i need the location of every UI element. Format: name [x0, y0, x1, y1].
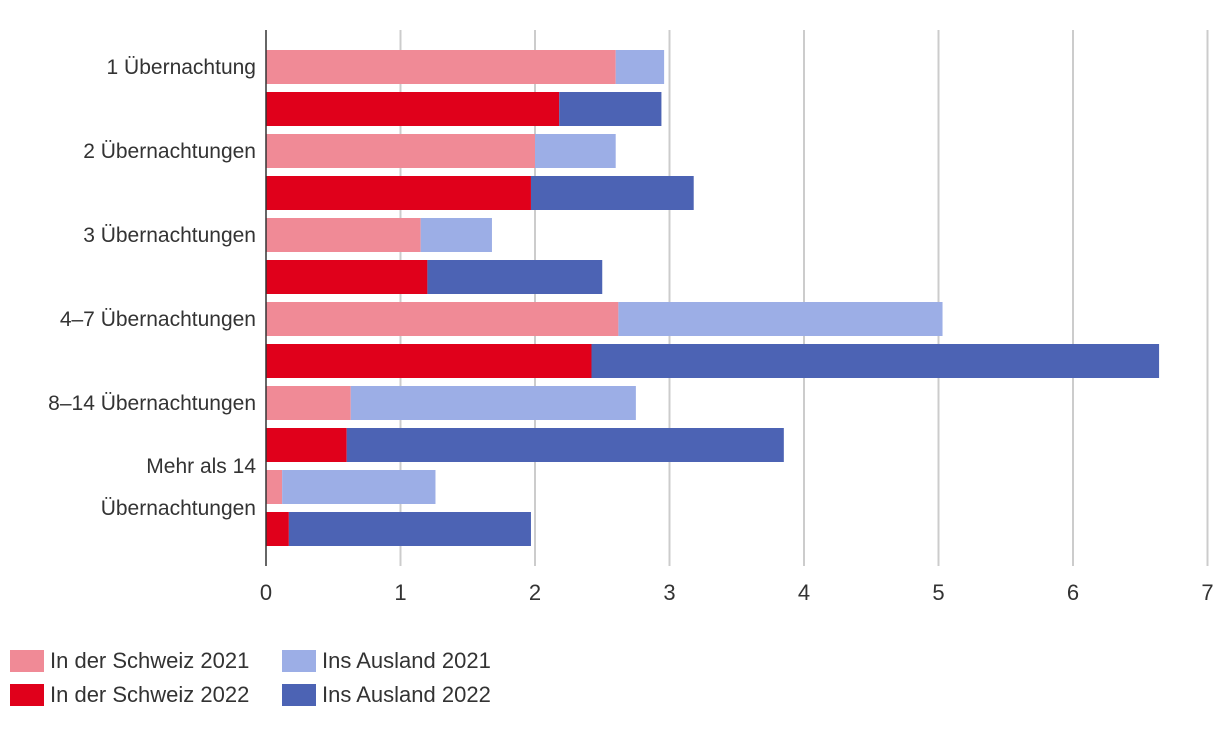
legend-label-schweiz-2021: In der Schweiz 2021 — [50, 648, 250, 673]
x-tick-label-5: 5 — [932, 580, 944, 605]
bar-cat4-2021-schweiz — [266, 302, 619, 336]
legend-swatch-schweiz-2021 — [10, 650, 44, 672]
bars — [266, 50, 1160, 546]
x-tick-label-6: 6 — [1067, 580, 1079, 605]
bar-cat3-2021-schweiz — [266, 218, 421, 252]
category-labels: 1 Übernachtung 2 Übernachtungen 3 Übernach… — [48, 56, 256, 520]
legend-swatch-ausland-2021 — [282, 650, 316, 672]
x-tick-label-7: 7 — [1201, 580, 1213, 605]
bar-cat4-2022-ausland — [591, 344, 1160, 378]
x-tick-label-1: 1 — [394, 580, 406, 605]
legend-swatch-ausland-2022 — [282, 684, 316, 706]
category-label-6-line2: Übernachtungen — [101, 497, 256, 520]
x-tick-label-2: 2 — [529, 580, 541, 605]
legend-item-ausland-2022: Ins Ausland 2022 — [282, 682, 542, 708]
category-label-5: 8–14 Übernachtungen — [48, 392, 256, 415]
bar-cat6-2022-ausland — [288, 512, 531, 546]
x-tick-label-4: 4 — [798, 580, 810, 605]
bar-cat5-2022-schweiz — [266, 428, 347, 462]
legend-item-ausland-2021: Ins Ausland 2021 — [282, 648, 542, 674]
bar-cat6-2021-schweiz — [266, 470, 283, 504]
bar-cat2-2022-ausland — [530, 176, 694, 210]
bar-cat5-2021-ausland — [350, 386, 636, 420]
legend-label-ausland-2022: Ins Ausland 2022 — [322, 682, 491, 707]
legend-label-ausland-2021: Ins Ausland 2021 — [322, 648, 491, 673]
bar-cat5-2022-ausland — [346, 428, 784, 462]
x-axis-tick-labels: 0 1 2 3 4 5 6 7 — [260, 580, 1214, 605]
bar-cat1-2022-ausland — [559, 92, 662, 126]
bar-cat3-2022-ausland — [427, 260, 603, 294]
bar-cat3-2021-ausland — [420, 218, 492, 252]
category-label-4: 4–7 Übernachtungen — [60, 308, 256, 331]
x-tick-label-0: 0 — [260, 580, 272, 605]
bar-cat3-2022-schweiz — [266, 260, 428, 294]
legend-swatch-schweiz-2022 — [10, 684, 44, 706]
bar-cat6-2021-ausland — [282, 470, 436, 504]
bar-cat4-2022-schweiz — [266, 344, 592, 378]
stacked-bar-chart: 1 Übernachtung 2 Übernachtungen 3 Übernach… — [48, 30, 1214, 605]
bar-cat2-2021-ausland — [535, 134, 616, 168]
category-label-1: 1 Übernachtung — [107, 56, 256, 79]
legend: In der Schweiz 2021 Ins Ausland 2021 In … — [10, 648, 542, 708]
bar-cat4-2021-ausland — [618, 302, 943, 336]
bar-cat1-2021-schweiz — [266, 50, 616, 84]
bar-cat2-2021-schweiz — [266, 134, 535, 168]
legend-label-schweiz-2022: In der Schweiz 2022 — [50, 682, 250, 707]
x-tick-label-3: 3 — [663, 580, 675, 605]
category-label-2: 2 Übernachtungen — [83, 140, 256, 163]
category-label-3: 3 Übernachtungen — [83, 224, 256, 247]
bar-cat1-2022-schweiz — [266, 92, 560, 126]
bar-cat6-2022-schweiz — [266, 512, 289, 546]
bar-cat5-2021-schweiz — [266, 386, 351, 420]
bar-cat1-2021-ausland — [615, 50, 665, 84]
category-label-6-line1: Mehr als 14 — [146, 455, 256, 478]
legend-item-schweiz-2022: In der Schweiz 2022 — [10, 682, 282, 708]
legend-item-schweiz-2021: In der Schweiz 2021 — [10, 648, 282, 674]
bar-cat2-2022-schweiz — [266, 176, 531, 210]
